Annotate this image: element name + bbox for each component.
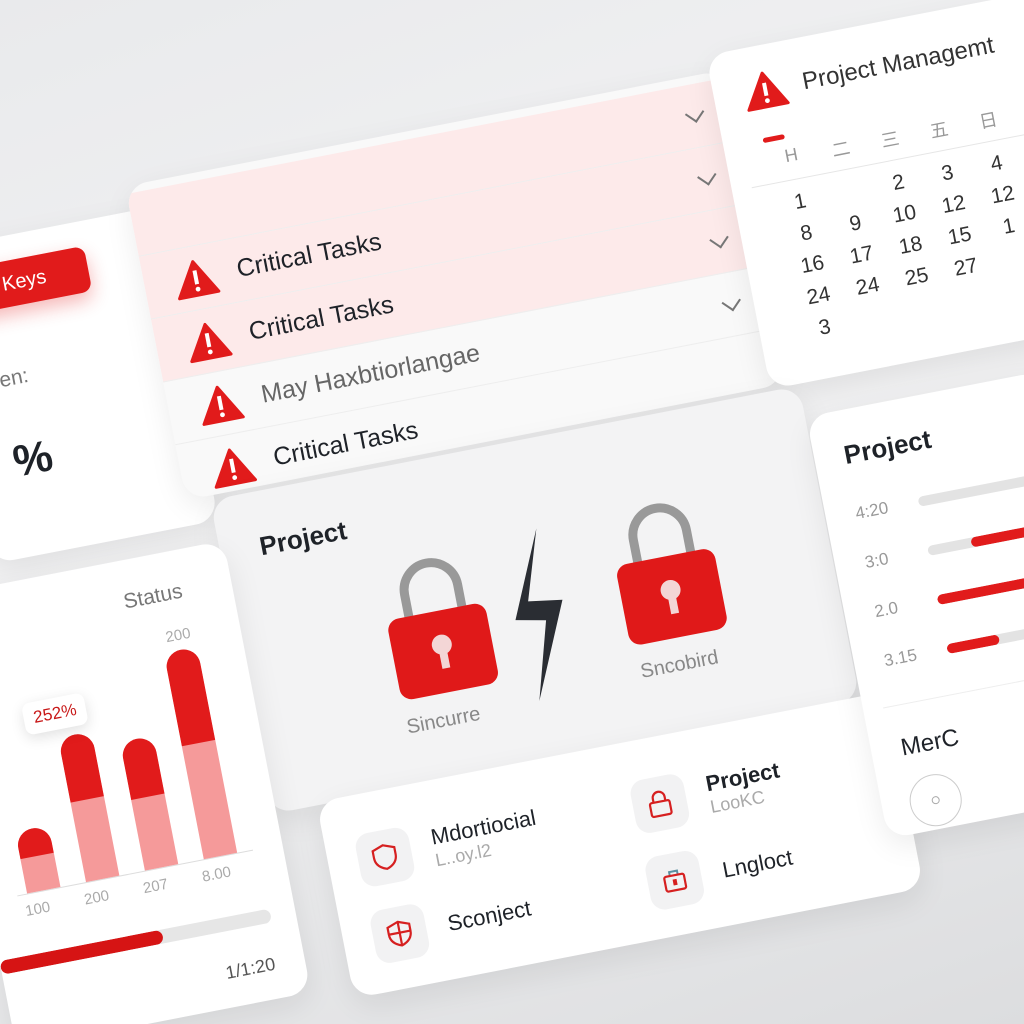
calendar-day[interactable]: [994, 273, 1024, 306]
project-title: Project: [841, 423, 934, 471]
calendar-day[interactable]: 1: [792, 189, 809, 215]
calendar-day[interactable]: 27: [952, 253, 980, 281]
bar-plot: 252%: [0, 644, 254, 897]
x-tick-label: 8.00: [200, 863, 233, 886]
shield-icon: [371, 844, 397, 870]
active-tab-indicator: [762, 134, 786, 144]
weekday-label: 日: [977, 109, 1000, 133]
calendar-day[interactable]: 12: [989, 181, 1017, 209]
weekday-label: 二: [830, 137, 852, 161]
calendar-day[interactable]: 1: [1000, 213, 1017, 239]
bar[interactable]: [15, 825, 61, 894]
progress-row: 4:20: [853, 454, 1024, 529]
list-item[interactable]: Lngloct: [643, 831, 798, 912]
calendar-day[interactable]: 4: [988, 151, 1005, 176]
chart-footer: 1/1:20: [223, 953, 277, 983]
list-item[interactable]: Sconject: [368, 882, 536, 966]
chevron-down-icon[interactable]: [697, 165, 717, 186]
footer-title: MerC: [898, 723, 962, 762]
warning-icon: [214, 448, 257, 489]
padlock-icon: [617, 503, 727, 645]
x-tick-label: 100: [23, 898, 52, 921]
calendar-day[interactable]: [945, 283, 999, 316]
chevron-down-icon[interactable]: [721, 291, 741, 311]
calendar-day[interactable]: 15: [946, 222, 974, 250]
calendar-day[interactable]: 25: [903, 263, 931, 291]
lock-icon: [648, 790, 673, 819]
item-name: Sconject: [445, 895, 534, 937]
calendar-day[interactable]: [847, 302, 901, 335]
bar[interactable]: [119, 735, 179, 871]
progress-track: [936, 561, 1024, 606]
x-tick-label: 207: [141, 875, 170, 898]
tooltip: 252%: [20, 692, 90, 736]
chevron-down-icon[interactable]: [684, 102, 705, 123]
calendar-day[interactable]: 24: [854, 272, 882, 300]
calendar-title: Project Managemt: [799, 31, 997, 96]
security-list-card: Mdortiocial L..oy.l2 Sconject Project LooK…: [316, 691, 924, 999]
progress-track: [927, 512, 1024, 556]
y-tick-label: 200: [164, 624, 193, 647]
lock-card-title: Project: [256, 514, 350, 562]
calendar-day[interactable]: [896, 292, 950, 325]
warning-icon: [747, 71, 790, 112]
task-row[interactable]: May Haxbtiorlangae: [163, 266, 775, 446]
summary-label: den:: [0, 363, 31, 395]
task-row[interactable]: Critical Tasks: [175, 328, 785, 501]
progress-track: [946, 610, 1024, 655]
calendar-day[interactable]: 9: [847, 211, 864, 236]
progress-track: [917, 463, 1024, 507]
summary-value: %: [9, 431, 57, 487]
calendar-day[interactable]: 16: [798, 250, 827, 279]
right-lock-label: Sncobird: [638, 646, 721, 683]
left-lock-label: Sincurre: [404, 702, 483, 739]
warning-icon: [202, 385, 245, 426]
row-label: 3.15: [882, 645, 919, 671]
calendar-day[interactable]: 8: [798, 220, 815, 246]
calendar-day[interactable]: 3: [816, 314, 833, 340]
calendar-day[interactable]: 10: [890, 200, 919, 228]
calendar-day[interactable]: 2: [890, 170, 907, 196]
row-label: 2.0: [872, 598, 900, 622]
toggle-switch[interactable]: [905, 769, 967, 831]
calendar-day[interactable]: 12: [939, 190, 968, 219]
task-row[interactable]: Critical Tasks: [138, 140, 750, 320]
shield-icon: [386, 920, 412, 947]
calendar-day[interactable]: 17: [847, 241, 876, 269]
chevron-down-icon[interactable]: [709, 228, 729, 248]
calendar-day[interactable]: [823, 176, 877, 209]
x-tick-label: 200: [82, 887, 111, 909]
item-name: Lngloct: [720, 844, 795, 883]
progress-fill: [0, 929, 165, 975]
keys-button[interactable]: Keys: [0, 245, 93, 316]
briefcase-icon: [663, 869, 688, 893]
row-label: 3:0: [863, 548, 891, 573]
row-label: 4:20: [853, 498, 890, 524]
bar[interactable]: [57, 731, 120, 883]
chart-title: Status: [121, 579, 185, 614]
bar[interactable]: [163, 646, 238, 860]
task-row[interactable]: Critical Tasks: [151, 203, 763, 383]
critical-tasks-card: Critical Tasks Critical Tasks May Haxbtior…: [125, 69, 785, 501]
calendar-day[interactable]: 18: [897, 231, 925, 259]
weekday-label: 五: [928, 118, 950, 142]
list-item[interactable]: Mdortiocial L..oy.l2: [353, 801, 542, 889]
calendar-day[interactable]: 3: [939, 160, 956, 186]
padlock-icon: [388, 558, 498, 700]
warning-icon: [177, 259, 221, 300]
calendar-day[interactable]: 24: [804, 282, 833, 310]
lightning-bolt-icon: [515, 528, 563, 702]
warning-icon: [190, 322, 233, 363]
project-lock-card: Project Sincurre Sncobird: [209, 385, 861, 815]
weekday-label: 三: [879, 128, 901, 152]
list-item[interactable]: Project LooKC: [628, 754, 786, 836]
calendar-day[interactable]: [988, 242, 1024, 275]
weekday-label: H: [782, 144, 800, 167]
